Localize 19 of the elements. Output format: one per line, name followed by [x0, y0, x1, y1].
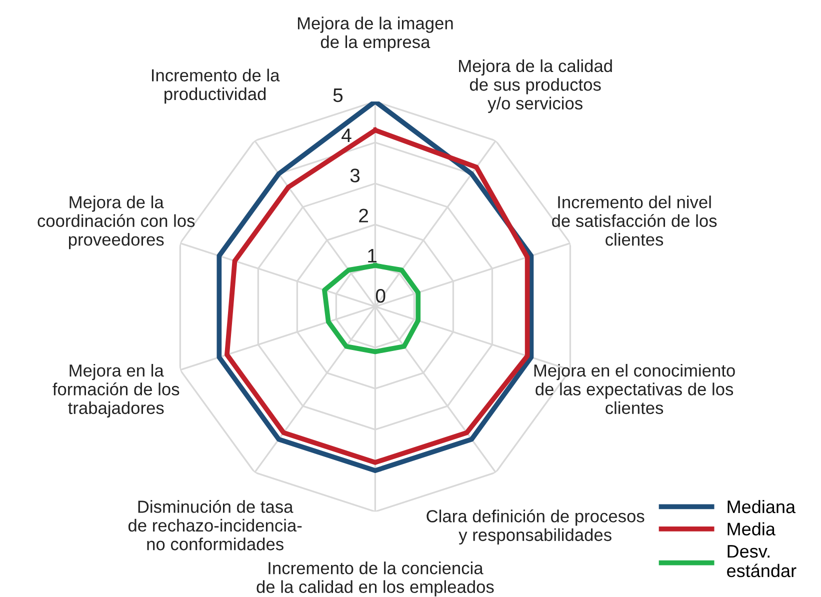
spoke-label: Mejora de la imagen de la empresa [298, 16, 453, 52]
spoke-label: Mejora en la formación de los trabajadores [52, 364, 180, 418]
y-tick-label: 3 [350, 168, 360, 182]
y-tick-label: 0 [376, 288, 386, 303]
legend-label: Media [728, 522, 776, 536]
y-tick-label: 4 [342, 128, 352, 142]
spoke-label: Incremento de la productividad [152, 68, 280, 104]
legend-label: Mediana [728, 500, 796, 514]
legend-label: Desv. estándar [727, 545, 796, 578]
spoke-label: Incremento de la conciencia de la calidad en los empleados [256, 562, 494, 596]
y-tick-label: 5 [333, 88, 343, 102]
y-tick-label: 2 [359, 208, 368, 222]
y-tick-label: 1 [368, 249, 377, 262]
spoke-label: Mejora de la calidad de sus productos y/o servicios [459, 59, 612, 113]
spoke-label: Mejora en el conocimiento de las expectativas de los clientes [534, 364, 735, 414]
spoke-label: Disminución de tasa de rechazo-incidencia- no conformidades [128, 500, 302, 550]
spoke-label: Incremento del nivel de satisfacción de los clientes [552, 196, 717, 246]
spoke-label: Mejora de la coordinación con los proveedores [38, 196, 195, 250]
spoke-label: Clara definición de procesos y responsabilidades [426, 509, 644, 545]
